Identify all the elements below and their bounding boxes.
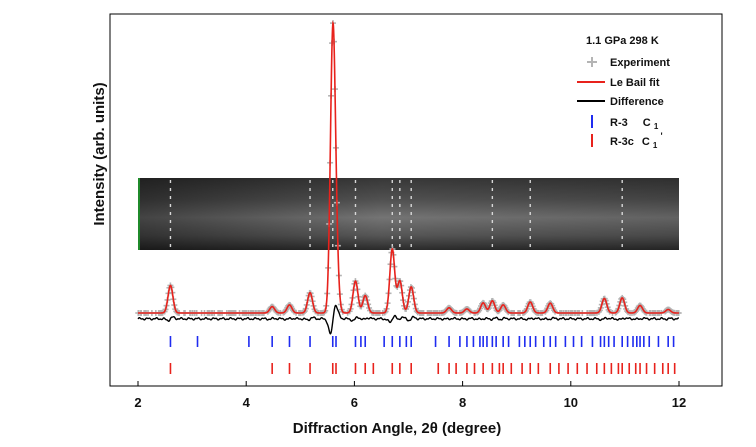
series-lebail-fit: [138, 23, 679, 313]
legend-entry-difference: Difference: [577, 96, 664, 108]
series-experiment: [135, 20, 681, 316]
legend: 1.1 GPa 298 K Experiment Le Bail fit Dif…: [577, 35, 670, 151]
legend-label-experiment: Experiment: [610, 57, 670, 69]
y-axis-title: Intensity (arb. units): [91, 82, 108, 225]
x-tick-label: 4: [243, 395, 251, 410]
x-tick-label: 10: [564, 395, 578, 410]
legend-plus-marker-icon: [587, 57, 597, 67]
legend-label-r3: R-3 C 1: [610, 117, 659, 131]
legend-entry-r3c: R-3c C 1 ': [592, 131, 663, 151]
legend-r3-space-group: R-3: [610, 117, 628, 129]
legend-label-r3c: R-3c C 1 ': [610, 131, 663, 151]
x-axis-title: Diffraction Angle, 2θ (degree): [293, 420, 501, 437]
inset-left-edge: [138, 178, 140, 250]
legend-r3-phase-letter: C: [643, 117, 651, 129]
legend-entry-r3: R-3 C 1: [592, 115, 659, 131]
x-tick-label: 8: [459, 395, 466, 410]
legend-condition-text: 1.1 GPa 298 K: [586, 35, 659, 47]
inset-diffraction-image: [138, 178, 679, 250]
reflection-row-0: [170, 336, 673, 347]
legend-r3c-phase-letter: C: [642, 136, 650, 148]
diffraction-chart: 2 4 6 8 10 12 Diffraction Angle, 2θ (degree) …: [0, 0, 756, 447]
x-tick-label: 6: [351, 395, 358, 410]
x-tick-label: 12: [672, 395, 686, 410]
legend-entry-fit: Le Bail fit: [577, 77, 660, 89]
legend-entry-experiment: Experiment: [587, 57, 670, 69]
reflection-row-1: [170, 363, 674, 374]
legend-r3-phase-subscript: 1: [654, 122, 659, 131]
legend-label-fit: Le Bail fit: [610, 77, 660, 89]
legend-r3c-space-group: R-3c: [610, 136, 634, 148]
x-axis-ticks: 2 4 6 8 10 12: [134, 381, 686, 410]
legend-r3c-phase-subscript: 1: [653, 141, 658, 150]
legend-r3c-phase-prime: ': [660, 131, 662, 141]
inset-shading: [138, 178, 679, 250]
x-tick-label: 2: [134, 395, 141, 410]
x-axis: 2 4 6 8 10 12 Diffraction Angle, 2θ (degree): [134, 381, 686, 437]
legend-label-difference: Difference: [610, 96, 664, 108]
